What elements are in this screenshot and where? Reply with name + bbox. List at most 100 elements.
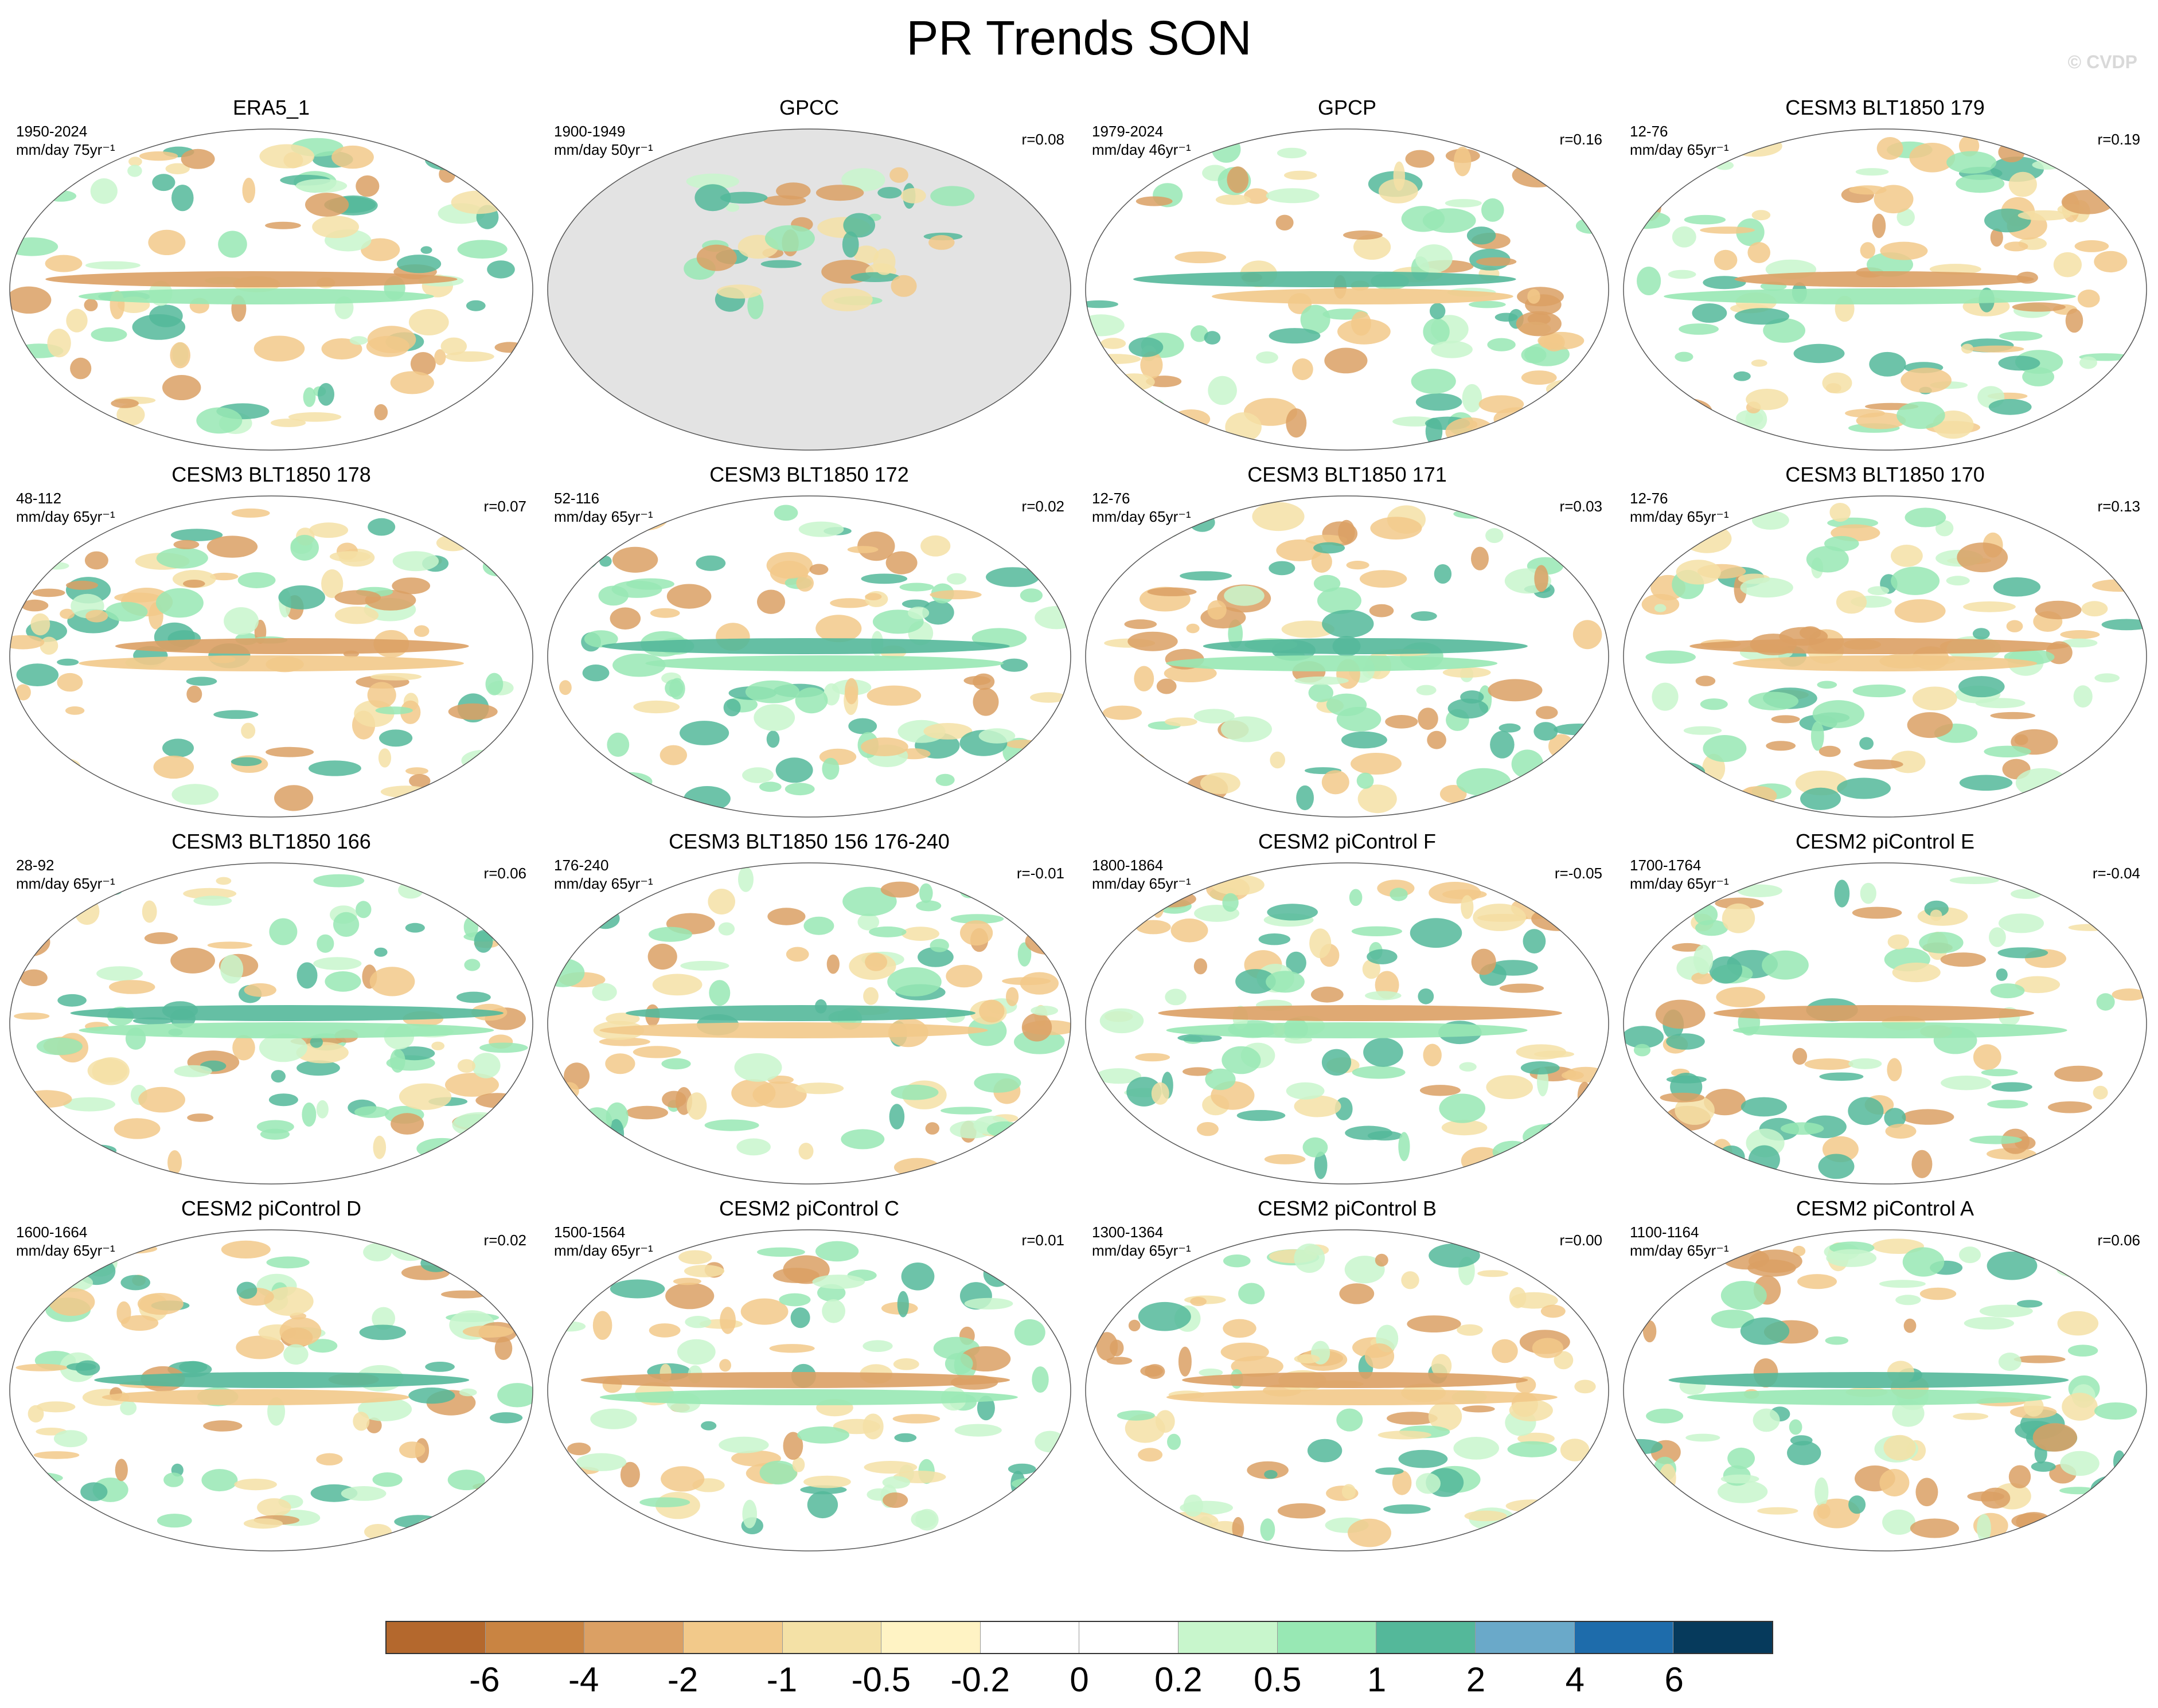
map-panel: CESM2 piControl E 1700-1764 mm/day 65yr⁻¹ r…: [1618, 830, 2152, 1198]
map-panel: CESM3 BLT1850 178 48-112 mm/day 65yr⁻¹ r=0.…: [5, 463, 538, 831]
panel-units: mm/day 65yr⁻¹: [1630, 1242, 1729, 1259]
colorbar-box: [1673, 1622, 1772, 1653]
map-panel: CESM2 piControl D 1600-1664 mm/day 65yr⁻¹ r…: [5, 1197, 538, 1565]
colorbar-tick-label: -0.5: [851, 1660, 911, 1699]
panel-units: mm/day 65yr⁻¹: [1630, 508, 1729, 525]
trend-map: [1085, 1229, 1609, 1551]
colorbar-tick-label: 0.2: [1154, 1660, 1203, 1699]
panel-correlation: r=0.16: [1559, 131, 1602, 148]
panel-years: 48-112: [16, 490, 62, 507]
trend-map: [1623, 495, 2147, 818]
trend-map: [1085, 862, 1609, 1185]
trend-map: [9, 862, 533, 1185]
panel-title: CESM2 piControl A: [1796, 1197, 1974, 1220]
map-panel: CESM2 piControl C 1500-1564 mm/day 65yr⁻¹ r…: [543, 1197, 1076, 1565]
colorbar-tick-label: 6: [1664, 1660, 1684, 1699]
panel-years: 1900-1949: [554, 123, 626, 140]
panel-correlation: r=0.13: [2097, 498, 2140, 515]
panel-correlation: r=-0.05: [1554, 865, 1602, 882]
map-panel: ERA5_1 1950-2024 mm/day 75yr⁻¹: [5, 96, 538, 464]
panel-correlation: r=0.06: [483, 865, 526, 882]
panel-years: 12-76: [1630, 123, 1668, 140]
trend-map: [547, 495, 1071, 818]
panel-title: CESM3 BLT1850 171: [1247, 463, 1447, 486]
panel-title: CESM3 BLT1850 172: [709, 463, 909, 486]
panel-correlation: r=0.00: [1559, 1232, 1602, 1249]
panel-units: mm/day 65yr⁻¹: [1092, 1242, 1191, 1259]
panel-title: CESM2 piControl B: [1257, 1197, 1437, 1220]
colorbar-box: [1376, 1622, 1476, 1653]
panel-years: 1300-1364: [1092, 1224, 1164, 1241]
colorbar-box: [387, 1622, 486, 1653]
colorbar-tick-label: 1: [1367, 1660, 1387, 1699]
panel-years: 176-240: [554, 857, 609, 874]
panel-units: mm/day 65yr⁻¹: [1630, 875, 1729, 892]
panel-title: CESM3 BLT1850 156 176-240: [669, 830, 950, 853]
colorbar: [385, 1621, 1773, 1654]
panel-correlation: r=-0.01: [1016, 865, 1064, 882]
panel-correlation: r=0.03: [1559, 498, 1602, 515]
colorbar-tick-label: 0.5: [1253, 1660, 1302, 1699]
panel-correlation: r=0.06: [2097, 1232, 2140, 1249]
panel-units: mm/day 65yr⁻¹: [554, 1242, 653, 1259]
trend-map: [9, 1229, 533, 1551]
panel-title: CESM2 piControl D: [181, 1197, 362, 1220]
trend-map: [547, 862, 1071, 1185]
colorbar-box: [584, 1622, 684, 1653]
panel-units: mm/day 65yr⁻¹: [1092, 875, 1191, 892]
colorbar-box: [1277, 1622, 1377, 1653]
trend-map: [9, 495, 533, 818]
trend-map: [1085, 495, 1609, 818]
map-panel: GPCC 1900-1949 mm/day 50yr⁻¹ r=0.08: [543, 96, 1076, 464]
map-panel: CESM3 BLT1850 170 12-76 mm/day 65yr⁻¹ r=0.1…: [1618, 463, 2152, 831]
panel-correlation: r=-0.04: [2092, 865, 2140, 882]
colorbar-tick-label: -2: [667, 1660, 698, 1699]
colorbar-box: [1476, 1622, 1575, 1653]
panel-units: mm/day 65yr⁻¹: [1630, 141, 1729, 158]
colorbar-tick-label: -0.2: [950, 1660, 1010, 1699]
colorbar-box: [1079, 1622, 1179, 1653]
map-panel: CESM3 BLT1850 171 12-76 mm/day 65yr⁻¹ r=0.0…: [1080, 463, 1614, 831]
colorbar-box: [683, 1622, 783, 1653]
panel-title: CESM3 BLT1850 179: [1785, 96, 1985, 119]
panel-title: GPCP: [1317, 96, 1377, 119]
panel-correlation: r=0.01: [1021, 1232, 1064, 1249]
map-panel: CESM3 BLT1850 166 28-92 mm/day 65yr⁻¹ r=0.0…: [5, 830, 538, 1198]
map-panel: CESM3 BLT1850 179 12-76 mm/day 65yr⁻¹ r=0.1…: [1618, 96, 2152, 464]
panel-years: 1600-1664: [16, 1224, 88, 1241]
panel-units: mm/day 65yr⁻¹: [554, 508, 653, 525]
panel-correlation: r=0.19: [2097, 131, 2140, 148]
colorbar-box: [485, 1622, 585, 1653]
panel-units: mm/day 46yr⁻¹: [1092, 141, 1191, 158]
panel-title: CESM3 BLT1850 166: [171, 830, 371, 853]
trend-map: [9, 128, 533, 451]
map-panel: CESM2 piControl A 1100-1164 mm/day 65yr⁻¹ r…: [1618, 1197, 2152, 1565]
panel-title: CESM3 BLT1850 170: [1785, 463, 1985, 486]
panel-units: mm/day 75yr⁻¹: [16, 141, 115, 158]
panel-years: 1100-1164: [1630, 1224, 1699, 1241]
panel-years: 12-76: [1630, 490, 1668, 507]
trend-map: [1623, 862, 2147, 1185]
figure-title: PR Trends SON: [906, 11, 1252, 65]
trend-map: [1085, 128, 1609, 451]
panel-units: mm/day 65yr⁻¹: [16, 508, 115, 525]
panel-years: 52-116: [554, 490, 600, 507]
panel-title: CESM2 piControl C: [719, 1197, 900, 1220]
panel-years: 12-76: [1092, 490, 1130, 507]
panel-correlation: r=0.08: [1021, 131, 1064, 148]
panel-years: 28-92: [16, 857, 54, 874]
panel-units: mm/day 65yr⁻¹: [16, 1242, 115, 1259]
map-panel: CESM2 piControl F 1800-1864 mm/day 65yr⁻¹ r…: [1080, 830, 1614, 1198]
watermark: © CVDP: [2067, 52, 2137, 72]
colorbar-tick-label: -4: [568, 1660, 599, 1699]
panel-years: 1800-1864: [1092, 857, 1164, 874]
panel-title: CESM2 piControl F: [1258, 830, 1437, 853]
panel-units: mm/day 50yr⁻¹: [554, 141, 653, 158]
colorbar-tick-label: -1: [766, 1660, 798, 1699]
panel-title: GPCC: [779, 96, 839, 119]
panel-title: ERA5_1: [232, 96, 310, 119]
colorbar-box: [881, 1622, 981, 1653]
panel-units: mm/day 65yr⁻¹: [554, 875, 653, 892]
panel-correlation: r=0.02: [1021, 498, 1064, 515]
trend-map: [547, 1229, 1071, 1551]
